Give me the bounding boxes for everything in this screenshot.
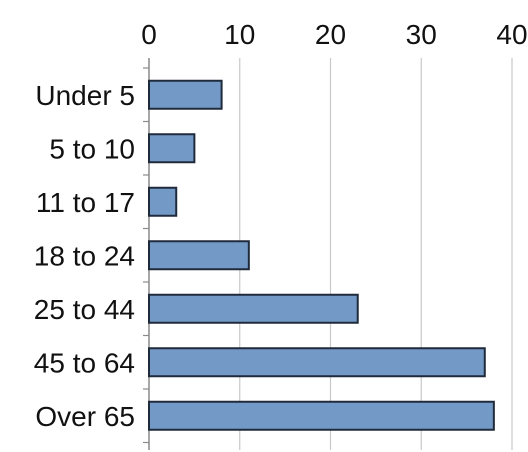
category-label: Over 65: [35, 401, 135, 432]
y-tick-marks: [143, 67, 149, 444]
bar-18-to-24: [148, 240, 250, 271]
x-tick-label: 0: [141, 19, 157, 50]
bar-25-to-44: [148, 293, 359, 324]
bars: [148, 79, 495, 431]
category-label: 11 to 17: [36, 187, 135, 218]
x-tick-label: 10: [224, 19, 255, 50]
bar-11-to-17: [148, 186, 178, 217]
bar-over-65: [148, 400, 495, 431]
x-tick-labels: 0 10 20 30 40: [141, 19, 527, 50]
category-labels: Under 5 5 to 10 11 to 17 18 to 24 25 to 44 45…: [34, 80, 135, 432]
category-label: 45 to 64: [34, 347, 135, 378]
category-label: 25 to 44: [34, 294, 135, 325]
gridlines: [239, 58, 513, 450]
category-label: 18 to 24: [34, 240, 135, 271]
bar-45-to-64: [148, 347, 486, 378]
x-tick-label: 20: [315, 19, 346, 50]
bar-under-5: [148, 79, 223, 110]
x-tick-label: 30: [406, 19, 437, 50]
category-label: Under 5: [35, 80, 135, 111]
category-label: 5 to 10: [49, 133, 135, 164]
x-tick-label: 40: [496, 19, 527, 50]
bar-5-to-10: [148, 133, 196, 164]
